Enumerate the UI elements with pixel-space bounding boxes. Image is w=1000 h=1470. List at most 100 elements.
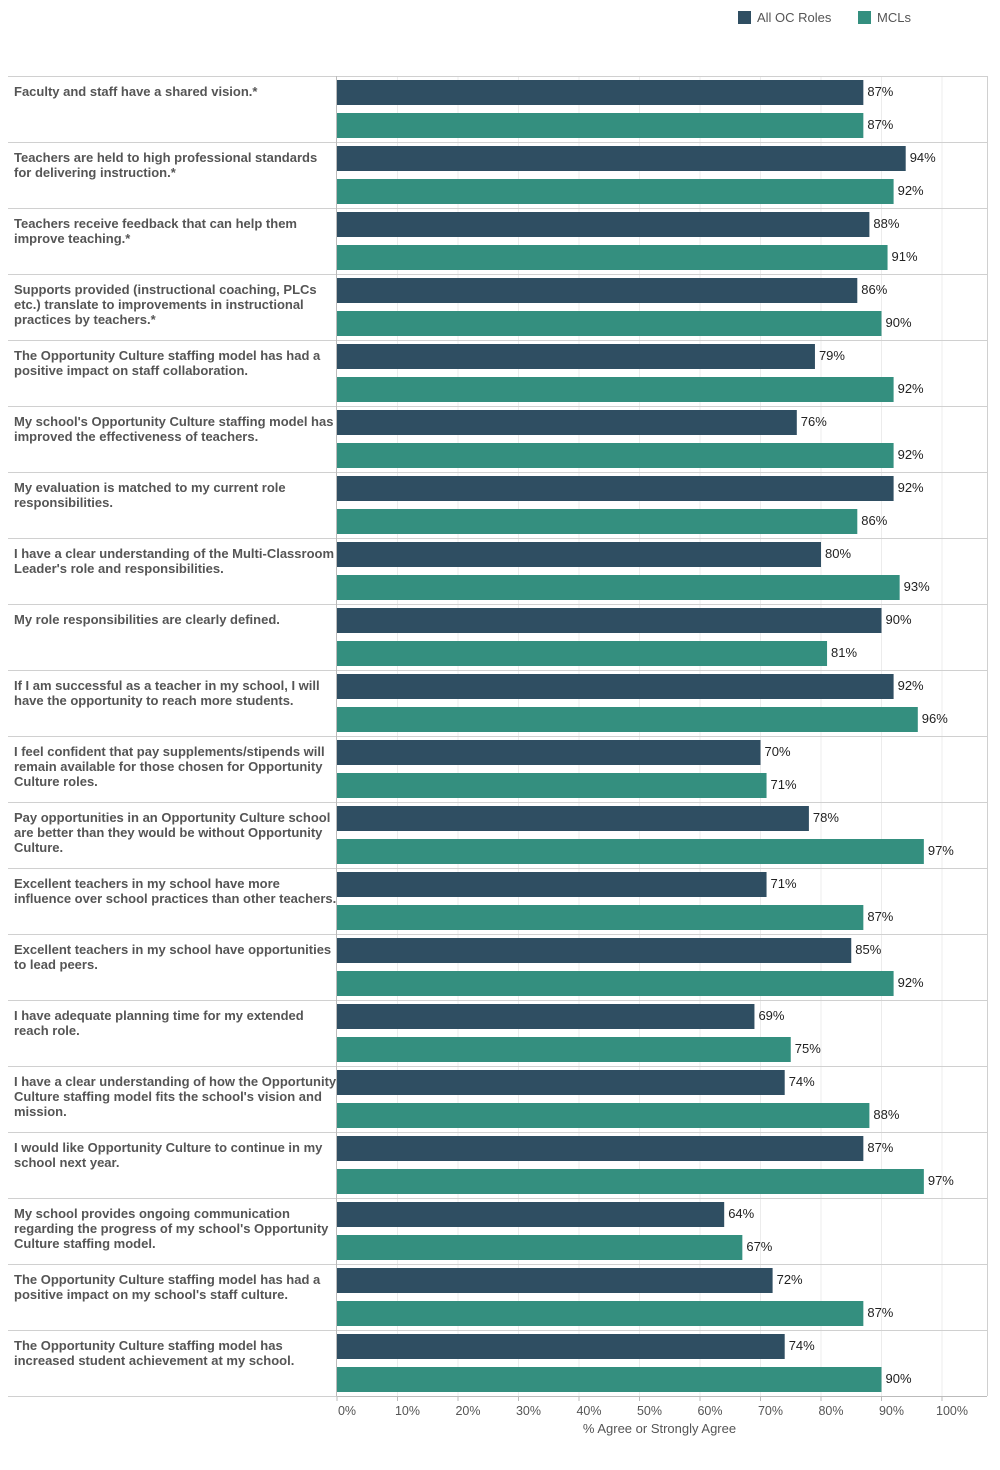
row-label-line: Faculty and staff have a shared vision.*	[14, 84, 258, 99]
row-label: The Opportunity Culture staffing model h…	[14, 1272, 321, 1302]
row-label-line: etc.) translate to improvements in instr…	[14, 297, 304, 312]
bar-all-oc-roles	[337, 80, 864, 105]
row-label-line: I have a clear understanding of the Mult…	[14, 546, 334, 561]
row-label: Excellent teachers in my school have mor…	[14, 876, 336, 906]
bar-value-label-mcls: 87%	[867, 909, 893, 924]
row-label-line: I feel confident that pay supplements/st…	[14, 744, 325, 759]
row-label: My school provides ongoing communication…	[14, 1206, 329, 1251]
bar-value-label-mcls: 88%	[873, 1107, 899, 1122]
row-label: Teachers receive feedback that can help …	[14, 216, 297, 246]
row-label-line: Leader's role and responsibilities.	[14, 561, 224, 576]
row-label: I feel confident that pay supplements/st…	[14, 744, 325, 789]
x-tick-label: 80%	[818, 1404, 843, 1418]
bar-all-oc-roles	[337, 146, 906, 171]
bar-value-label-all-oc-roles: 76%	[801, 414, 827, 429]
bar-value-label-all-oc-roles: 92%	[898, 480, 924, 495]
bar-value-label-all-oc-roles: 86%	[861, 282, 887, 297]
row-label-line: regarding the progress of my school's Op…	[14, 1221, 329, 1236]
bar-mcls	[337, 575, 900, 600]
bar-mcls	[337, 1037, 791, 1062]
row-label-line: have the opportunity to reach more stude…	[14, 693, 294, 708]
row-label: The Opportunity Culture staffing model h…	[14, 1338, 294, 1368]
bar-mcls	[337, 179, 894, 204]
row-label-line: Culture roles.	[14, 774, 98, 789]
bar-all-oc-roles	[337, 1004, 755, 1029]
bar-all-oc-roles	[337, 1202, 725, 1227]
bar-value-label-mcls: 86%	[861, 513, 887, 528]
bar-mcls	[337, 311, 882, 336]
row-label-line: to lead peers.	[14, 957, 98, 972]
bar-value-label-all-oc-roles: 92%	[898, 678, 924, 693]
bar-mcls	[337, 773, 767, 798]
bar-all-oc-roles	[337, 410, 797, 435]
bar-value-label-all-oc-roles: 71%	[771, 876, 797, 891]
row-label-line: school next year.	[14, 1155, 120, 1170]
x-axis-title: % Agree or Strongly Agree	[583, 1421, 736, 1436]
row-label: Teachers are held to high professional s…	[14, 150, 317, 180]
x-tick-label: 0%	[338, 1404, 356, 1418]
row-label: Pay opportunities in an Opportunity Cult…	[14, 810, 330, 855]
bar-value-label-mcls: 92%	[898, 381, 924, 396]
row-label-line: positive impact on staff collaboration.	[14, 363, 248, 378]
bar-value-label-mcls: 96%	[922, 711, 948, 726]
row-label: The Opportunity Culture staffing model h…	[14, 348, 321, 378]
row-label-line: practices by teachers.*	[14, 312, 157, 327]
bar-mcls	[337, 641, 828, 666]
bar-value-label-mcls: 87%	[867, 117, 893, 132]
row-label-line: Culture.	[14, 840, 63, 855]
bar-all-oc-roles	[337, 1334, 785, 1359]
legend-swatch-all-oc-roles	[738, 11, 751, 24]
row-label: I have a clear understanding of how the …	[14, 1074, 337, 1119]
bar-all-oc-roles	[337, 608, 882, 633]
bar-value-label-mcls: 75%	[795, 1041, 821, 1056]
row-label: I have a clear understanding of the Mult…	[14, 546, 334, 576]
row-label-line: Culture staffing model.	[14, 1236, 156, 1251]
bar-all-oc-roles	[337, 344, 815, 369]
bar-all-oc-roles	[337, 542, 821, 567]
bar-all-oc-roles	[337, 1070, 785, 1095]
bar-value-label-all-oc-roles: 90%	[886, 612, 912, 627]
row-label-line: The Opportunity Culture staffing model h…	[14, 348, 321, 363]
row-label-line: Excellent teachers in my school have mor…	[14, 876, 280, 891]
bar-value-label-all-oc-roles: 88%	[873, 216, 899, 231]
row-label-line: are better than they would be without Op…	[14, 825, 323, 840]
bar-value-label-all-oc-roles: 70%	[765, 744, 791, 759]
bar-mcls	[337, 1169, 924, 1194]
row-label-line: My school's Opportunity Culture staffing…	[14, 414, 333, 429]
x-tick-label: 40%	[576, 1404, 601, 1418]
row-label-line: positive impact on my school's staff cul…	[14, 1287, 288, 1302]
bar-all-oc-roles	[337, 476, 894, 501]
x-tick-label: 100%	[936, 1404, 968, 1418]
x-tick-label: 20%	[455, 1404, 480, 1418]
legend-swatch-mcls	[858, 11, 871, 24]
x-tick-label: 10%	[395, 1404, 420, 1418]
row-label-line: Pay opportunities in an Opportunity Cult…	[14, 810, 330, 825]
row-label-line: My school provides ongoing communication	[14, 1206, 290, 1221]
bar-mcls	[337, 1235, 743, 1260]
bar-value-label-mcls: 90%	[886, 315, 912, 330]
bar-mcls	[337, 971, 894, 996]
row-label-line: improve teaching.*	[14, 231, 131, 246]
bar-value-label-mcls: 97%	[928, 1173, 954, 1188]
bar-all-oc-roles	[337, 1268, 773, 1293]
bar-value-label-all-oc-roles: 79%	[819, 348, 845, 363]
legend-label-all-oc-roles: All OC Roles	[757, 10, 832, 25]
bar-value-label-mcls: 91%	[892, 249, 918, 264]
bar-mcls	[337, 113, 864, 138]
bar-value-label-mcls: 97%	[928, 843, 954, 858]
row-label-line: I have a clear understanding of how the …	[14, 1074, 337, 1089]
x-tick-label: 30%	[516, 1404, 541, 1418]
row-label-line: remain available for those chosen for Op…	[14, 759, 323, 774]
row-label-line: Culture staffing model fits the school's…	[14, 1089, 322, 1104]
bar-all-oc-roles	[337, 806, 809, 831]
row-label: I have adequate planning time for my ext…	[14, 1008, 304, 1038]
bar-value-label-mcls: 81%	[831, 645, 857, 660]
x-tick-label: 90%	[879, 1404, 904, 1418]
bar-value-label-all-oc-roles: 64%	[728, 1206, 754, 1221]
bar-mcls	[337, 1367, 882, 1392]
bar-all-oc-roles	[337, 740, 761, 765]
row-label-line: The Opportunity Culture staffing model h…	[14, 1338, 283, 1353]
row-label: My school's Opportunity Culture staffing…	[14, 414, 333, 444]
bar-value-label-all-oc-roles: 94%	[910, 150, 936, 165]
bar-value-label-all-oc-roles: 74%	[789, 1074, 815, 1089]
